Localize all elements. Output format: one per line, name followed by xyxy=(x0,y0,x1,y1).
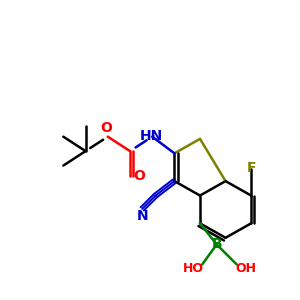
Text: F: F xyxy=(246,161,256,175)
Text: O: O xyxy=(101,121,112,135)
Text: HN: HN xyxy=(140,129,163,142)
Text: O: O xyxy=(133,169,145,183)
Text: OH: OH xyxy=(235,262,256,275)
Text: N: N xyxy=(136,208,148,223)
Text: HO: HO xyxy=(183,262,204,275)
Text: B: B xyxy=(212,237,222,251)
